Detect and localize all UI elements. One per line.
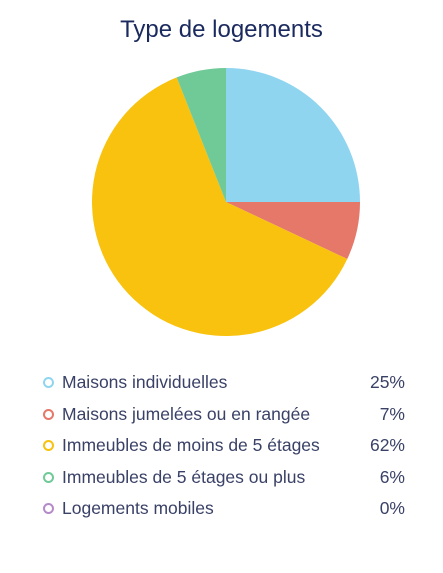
legend-marker xyxy=(43,471,54,483)
pie-slice xyxy=(176,68,226,202)
pie-slice xyxy=(92,77,348,336)
legend-marker xyxy=(43,408,54,420)
legend-item: Maisons jumelées ou en rangée 7% xyxy=(43,404,405,425)
legend-value: 7% xyxy=(379,403,405,424)
legend: Maisons individuelles 25% Maisons jumelé… xyxy=(43,372,405,530)
legend-value: 6% xyxy=(379,466,405,487)
legend-label: Immeubles de 5 étages ou plus xyxy=(62,466,306,487)
legend-value: 25% xyxy=(369,372,405,392)
legend-item: Immeubles de 5 étages ou plus 6% xyxy=(43,467,405,488)
legend-marker xyxy=(43,440,54,451)
legend-marker xyxy=(43,503,54,514)
legend-marker xyxy=(43,377,54,388)
legend-label: Immeubles de moins de 5 étages xyxy=(62,435,320,455)
legend-item: Maisons individuelles 25% xyxy=(43,372,405,393)
legend-label: Maisons individuelles xyxy=(62,372,228,392)
pie-slice xyxy=(226,202,360,260)
legend-label: Maisons jumelées ou en rangée xyxy=(62,403,311,424)
legend-value: 0% xyxy=(379,498,405,518)
pie-slice xyxy=(226,68,360,202)
legend-value: 62% xyxy=(369,435,405,455)
chart-title: Type de logements xyxy=(120,16,323,43)
legend-label: Logements mobiles xyxy=(62,498,214,518)
pie-chart xyxy=(92,68,360,336)
legend-item: Immeubles de moins de 5 étages 62% xyxy=(43,435,405,456)
legend-item: Logements mobiles 0% xyxy=(43,498,405,519)
